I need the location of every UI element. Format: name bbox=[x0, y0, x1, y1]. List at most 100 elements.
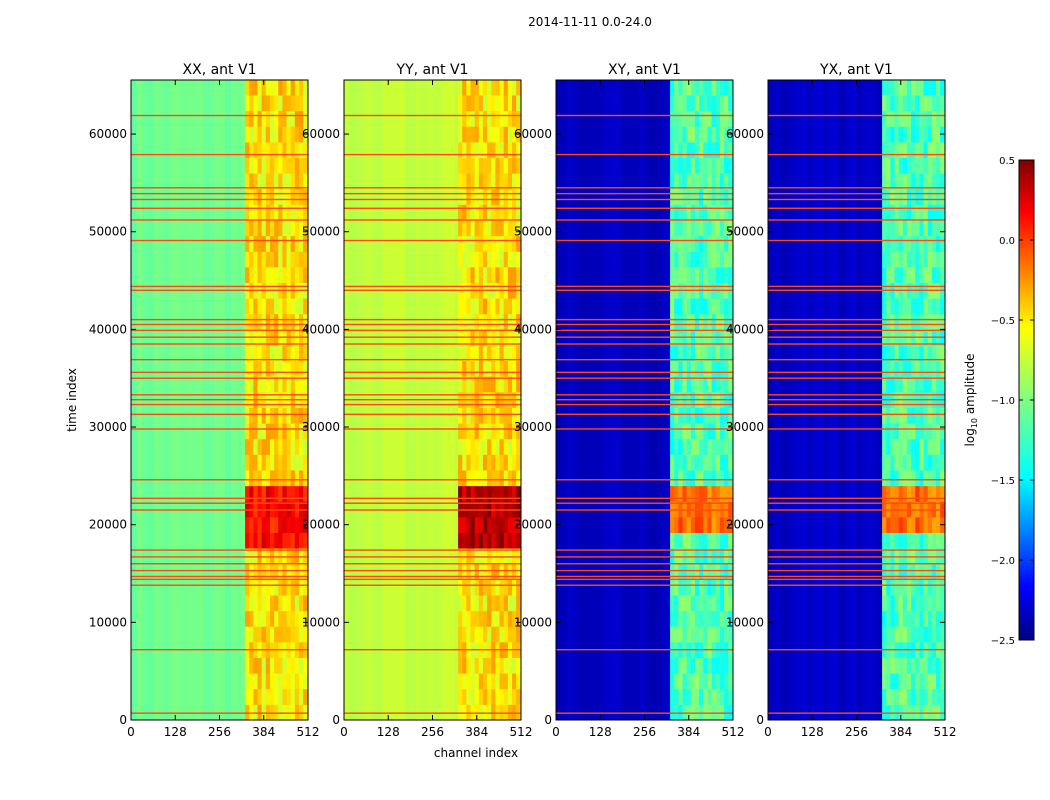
band-cell bbox=[923, 345, 929, 362]
band-cell bbox=[931, 360, 937, 377]
band-cell bbox=[931, 704, 937, 721]
band-cell bbox=[507, 610, 513, 627]
band-cell bbox=[670, 141, 675, 158]
band-cell bbox=[462, 188, 467, 205]
band-cell bbox=[927, 516, 933, 533]
band-cell bbox=[462, 141, 467, 158]
band-cell bbox=[919, 501, 925, 518]
band-cell bbox=[931, 79, 937, 96]
band-cell bbox=[711, 345, 717, 362]
band-cell bbox=[462, 220, 467, 237]
band-cell bbox=[466, 376, 472, 393]
band-cell bbox=[682, 126, 688, 143]
band-cell bbox=[470, 220, 476, 237]
band-cell bbox=[699, 454, 704, 471]
band-cell bbox=[682, 266, 688, 283]
flagged-row bbox=[131, 323, 308, 326]
band-cell bbox=[898, 204, 904, 221]
band-cell bbox=[882, 220, 887, 237]
band-cell bbox=[462, 95, 467, 112]
band-cell bbox=[711, 360, 717, 377]
band-cell bbox=[940, 595, 945, 612]
band-cell bbox=[686, 95, 692, 112]
band-cell bbox=[458, 251, 463, 268]
flagged-row bbox=[131, 428, 308, 430]
band-cell bbox=[516, 345, 521, 362]
band-cell bbox=[923, 673, 929, 690]
band-cell bbox=[711, 423, 717, 440]
band-cell bbox=[299, 313, 304, 330]
band-cell bbox=[711, 610, 717, 627]
band-cell bbox=[249, 95, 254, 112]
band-cell bbox=[890, 423, 896, 440]
y-tick-label: 50000 bbox=[89, 225, 127, 239]
band-cell bbox=[919, 110, 925, 127]
band-cell bbox=[487, 126, 492, 143]
x-tick-label: 0 bbox=[127, 725, 135, 739]
band-cell bbox=[703, 423, 708, 440]
band-cell bbox=[919, 79, 925, 96]
band-cell bbox=[694, 626, 700, 643]
band-cell bbox=[261, 595, 267, 612]
band-cell bbox=[499, 204, 505, 221]
band-cell bbox=[299, 407, 304, 424]
band-cell bbox=[290, 360, 296, 377]
band-cell bbox=[719, 470, 725, 487]
band-cell bbox=[462, 563, 467, 580]
band-cell bbox=[487, 704, 492, 721]
band-cell bbox=[686, 173, 692, 190]
x-tick-label: 384 bbox=[677, 725, 700, 739]
band-cell bbox=[487, 657, 492, 674]
band-cell bbox=[265, 595, 271, 612]
band-cell bbox=[728, 251, 733, 268]
band-cell bbox=[919, 579, 925, 596]
band-cell bbox=[886, 345, 891, 362]
x-tick-label: 256 bbox=[421, 725, 444, 739]
band-cell bbox=[282, 532, 288, 549]
band-cell bbox=[707, 595, 713, 612]
band-cell bbox=[474, 173, 480, 190]
band-cell bbox=[894, 407, 900, 424]
band-cell bbox=[265, 157, 271, 174]
band-cell bbox=[507, 220, 513, 237]
band-cell bbox=[462, 470, 467, 487]
band-cell bbox=[458, 313, 463, 330]
band-cell bbox=[478, 173, 484, 190]
band-cell bbox=[678, 610, 684, 627]
band-cell bbox=[503, 438, 509, 455]
flagged-row bbox=[131, 289, 308, 292]
band-cell bbox=[711, 454, 717, 471]
band-cell bbox=[940, 688, 945, 705]
band-cell bbox=[282, 501, 288, 518]
band-cell bbox=[274, 454, 279, 471]
band-cell bbox=[707, 376, 713, 393]
band-cell bbox=[906, 673, 912, 690]
band-cell bbox=[507, 313, 513, 330]
band-cell bbox=[699, 204, 704, 221]
band-cell bbox=[906, 376, 912, 393]
band-cell bbox=[898, 438, 904, 455]
band-cell bbox=[458, 657, 463, 674]
y-tick-label: 40000 bbox=[302, 322, 340, 336]
band-cell bbox=[690, 298, 696, 315]
flagged-row bbox=[556, 192, 733, 195]
band-cell bbox=[507, 423, 513, 440]
band-cell bbox=[278, 595, 283, 612]
band-cell bbox=[940, 470, 945, 487]
band-cell bbox=[936, 563, 941, 580]
band-cell bbox=[265, 126, 271, 143]
band-cell bbox=[487, 251, 492, 268]
band-cell bbox=[253, 376, 259, 393]
band-cell bbox=[915, 579, 920, 596]
band-cell bbox=[694, 110, 700, 127]
band-cell bbox=[911, 470, 916, 487]
band-cell bbox=[269, 376, 275, 393]
band-cell bbox=[269, 548, 275, 565]
flagged-row bbox=[344, 549, 521, 551]
band-cell bbox=[919, 173, 925, 190]
band-cell bbox=[282, 188, 288, 205]
band-cell bbox=[703, 157, 708, 174]
band-cell bbox=[294, 79, 300, 96]
band-cell bbox=[265, 235, 271, 252]
band-cell bbox=[915, 516, 920, 533]
